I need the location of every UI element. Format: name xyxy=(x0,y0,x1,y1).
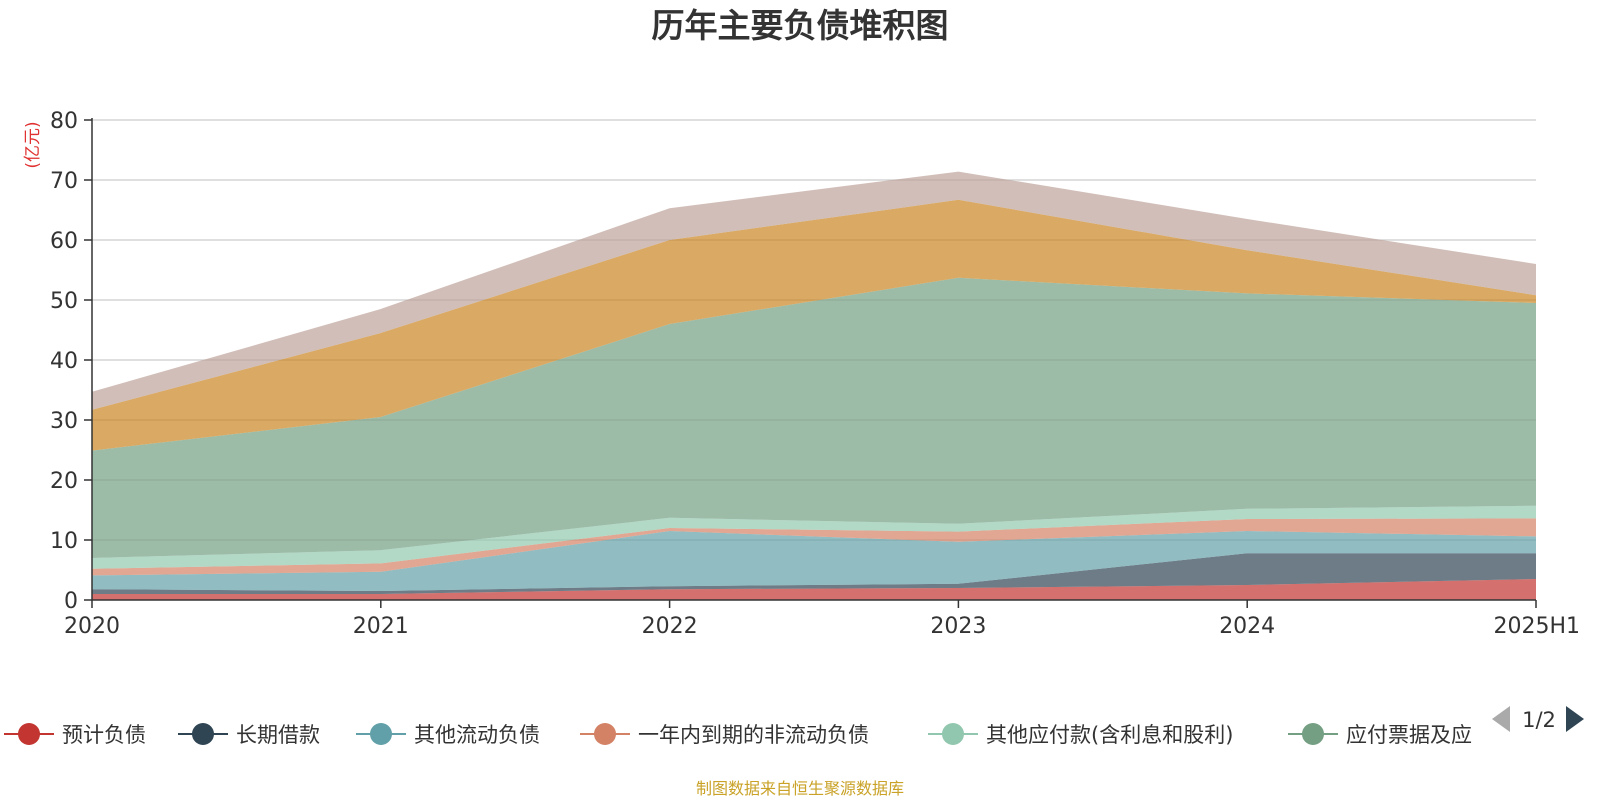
x-tick-label-4: 2024 xyxy=(1219,614,1275,639)
legend-item-2[interactable]: 其他流动负债 xyxy=(356,723,540,747)
y-tick-label-8: 80 xyxy=(50,109,78,134)
legend-marker-0 xyxy=(18,723,40,745)
legend-marker-4 xyxy=(942,723,964,745)
legend-prev-icon[interactable] xyxy=(1492,706,1510,732)
legend-label-4: 其他应付款(含利息和股利) xyxy=(986,723,1233,747)
y-axis-unit: (亿元) xyxy=(23,121,43,168)
axes: 0 10 20 30 40 50 60 70 80 2020 2021 2022 2023 2024 202… xyxy=(50,109,1580,639)
y-tick-label-7: 70 xyxy=(50,169,78,194)
y-tick-label-3: 30 xyxy=(50,409,78,434)
legend-item-1[interactable]: 长期借款 xyxy=(178,723,320,747)
legend-label-5: 应付票据及应 xyxy=(1346,723,1472,747)
area-series-7 xyxy=(92,171,1536,410)
legend-item-3[interactable]: 一年内到期的非流动负债 xyxy=(580,723,869,747)
area-series-0 xyxy=(92,579,1536,600)
y-tick-label-4: 40 xyxy=(50,349,78,374)
legend-label-3: 一年内到期的非流动负债 xyxy=(638,723,869,747)
legend-next-icon[interactable] xyxy=(1566,706,1584,732)
chart-title: 历年主要负债堆积图 xyxy=(652,6,949,45)
legend: 预计负债 长期借款 其他流动负债 一年内到期的非流动负债 其他应付款(含利息和股利) 应付… xyxy=(4,723,1472,747)
area-series-1 xyxy=(92,553,1536,594)
legend-item-5[interactable]: 应付票据及应 xyxy=(1288,723,1472,747)
area-series-3 xyxy=(92,518,1536,576)
y-tick-label-0: 0 xyxy=(64,589,78,614)
legend-marker-2 xyxy=(370,723,392,745)
x-tick-label-1: 2021 xyxy=(353,614,409,639)
legend-item-4[interactable]: 其他应付款(含利息和股利) xyxy=(928,723,1233,747)
legend-marker-3 xyxy=(594,723,616,745)
legend-pager: 1/2 xyxy=(1492,706,1584,732)
y-tick-label-1: 10 xyxy=(50,529,78,554)
area-series-4 xyxy=(92,505,1536,569)
area-series xyxy=(92,171,1536,600)
legend-label-1: 长期借款 xyxy=(236,723,320,747)
x-tick-label-3: 2023 xyxy=(930,614,986,639)
x-tick-label-5: 2025H1 xyxy=(1493,614,1580,639)
legend-marker-5 xyxy=(1302,723,1324,745)
legend-page-indicator: 1/2 xyxy=(1522,708,1556,732)
legend-item-0[interactable]: 预计负债 xyxy=(4,723,146,747)
area-series-6 xyxy=(92,199,1536,451)
x-tick-label-0: 2020 xyxy=(64,614,120,639)
area-series-5 xyxy=(92,277,1536,558)
legend-label-2: 其他流动负债 xyxy=(414,723,540,747)
y-tick-label-6: 60 xyxy=(50,229,78,254)
area-series-2 xyxy=(92,531,1536,591)
y-tick-label-5: 50 xyxy=(50,289,78,314)
legend-label-0: 预计负债 xyxy=(62,723,146,747)
y-tick-label-2: 20 xyxy=(50,469,78,494)
source-note: 制图数据来自恒生聚源数据库 xyxy=(696,779,904,798)
x-tick-label-2: 2022 xyxy=(642,614,698,639)
legend-marker-1 xyxy=(192,723,214,745)
